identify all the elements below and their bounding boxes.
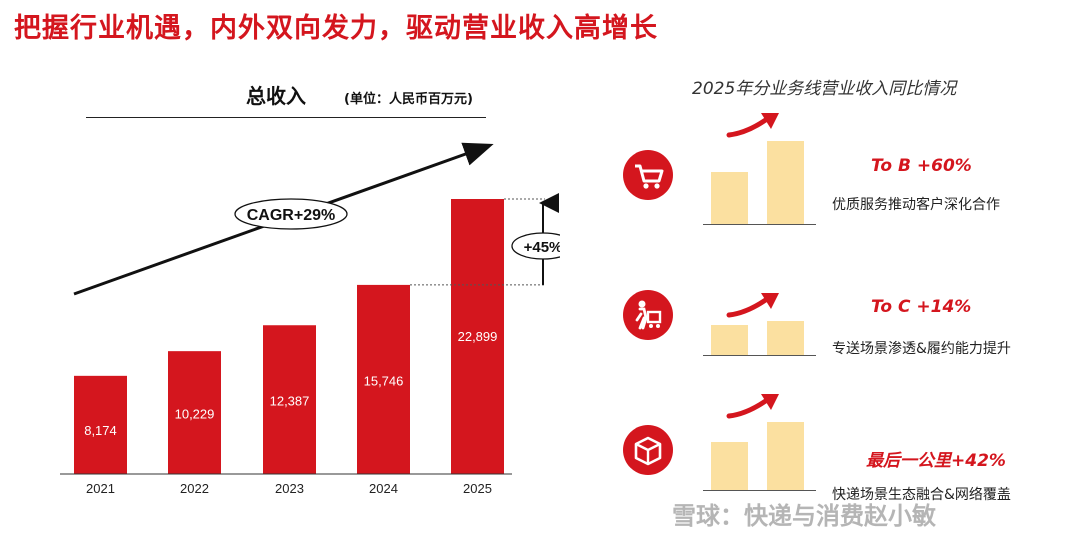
bar-value-label: 8,174 bbox=[84, 423, 117, 438]
x-tick-label: 2023 bbox=[275, 481, 304, 496]
delivery-person-icon bbox=[623, 290, 673, 340]
bar-value-label: 10,229 bbox=[175, 407, 215, 422]
growth-arrow-icon bbox=[725, 390, 785, 424]
bar-2021 bbox=[74, 375, 127, 474]
mini-baseline bbox=[703, 224, 816, 225]
mini-bar-2024 bbox=[711, 442, 748, 490]
watermark-text: 雪球：快递与消费赵小敏 bbox=[672, 502, 936, 530]
growth-label: +45% bbox=[524, 239, 560, 256]
x-tick-label: 2024 bbox=[369, 481, 398, 496]
revenue-bar-chart: 8,174 2021 10,229 2022 12,387 2023 15,746 2024 2… bbox=[60, 142, 560, 496]
cagr-oval bbox=[234, 198, 348, 230]
bar-value-label: 15,746 bbox=[364, 373, 404, 388]
shopping-cart-icon bbox=[623, 150, 673, 200]
mini-bar-2024 bbox=[711, 172, 748, 224]
x-tick-label: 2021 bbox=[86, 481, 115, 496]
segment-description: 专送场景渗透&履约能力提升 bbox=[832, 341, 1011, 357]
package-box-icon bbox=[623, 425, 673, 475]
bar-2022 bbox=[168, 351, 221, 474]
mini-bar-2024 bbox=[711, 325, 748, 355]
mini-baseline bbox=[703, 490, 816, 491]
segment-panel-title: 2025年分业务线营业收入同比情况 bbox=[692, 79, 957, 99]
chart-unit: (单位：人民币百万元) bbox=[344, 92, 473, 107]
bar-2024 bbox=[357, 284, 410, 474]
mini-bar-2025 bbox=[767, 141, 804, 224]
bar-value-label: 22,899 bbox=[458, 329, 498, 344]
segment-description: 优质服务推动客户深化合作 bbox=[832, 197, 1000, 213]
page-title: 把握行业机遇，内外双向发力，驱动营业收入高增长 bbox=[14, 13, 658, 44]
chart-title-rule bbox=[86, 117, 486, 118]
cagr-label: CAGR+29% bbox=[247, 207, 335, 224]
segment-description: 快递场景生态融合&网络覆盖 bbox=[832, 487, 1011, 503]
bar-2025 bbox=[451, 199, 504, 474]
watermark: 雪球：快递与消费赵小敏 bbox=[672, 496, 936, 531]
bar-2023 bbox=[263, 325, 316, 474]
segment-growth-label: To B +60% bbox=[871, 156, 972, 176]
growth-arrow-icon bbox=[725, 289, 785, 323]
x-tick-label: 2022 bbox=[180, 481, 209, 496]
x-tick-label: 2025 bbox=[463, 481, 492, 496]
mini-bar-2025 bbox=[767, 321, 804, 355]
segment-growth-label: To C +14% bbox=[871, 297, 972, 317]
growth-arrow-icon bbox=[725, 109, 785, 143]
growth-oval bbox=[511, 232, 560, 260]
segment-growth-label: 最后一公里+42% bbox=[866, 451, 1006, 471]
mini-baseline bbox=[703, 355, 816, 356]
chart-title: 总收入 bbox=[246, 84, 306, 108]
bar-value-label: 12,387 bbox=[270, 394, 310, 409]
mini-bar-2025 bbox=[767, 422, 804, 490]
